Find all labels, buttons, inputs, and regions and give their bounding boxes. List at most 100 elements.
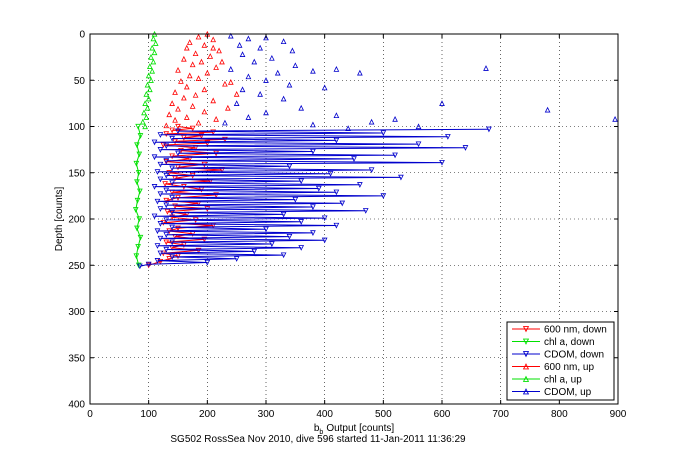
- y-tick-label: 200: [68, 215, 85, 226]
- x-tick-label: 100: [140, 409, 157, 420]
- data-point: [133, 253, 140, 260]
- x-axis-label-subscript: b: [319, 429, 323, 436]
- data-point: [269, 54, 275, 61]
- data-point: [148, 54, 154, 60]
- data-point: [204, 259, 211, 266]
- data-point: [136, 151, 143, 158]
- data-point: [298, 245, 305, 251]
- data-point: [280, 252, 287, 259]
- data-point: [227, 79, 234, 85]
- data-point: [298, 104, 305, 111]
- data-point: [198, 133, 205, 139]
- data-point: [357, 69, 363, 76]
- data-point: [157, 235, 164, 242]
- data-point: [142, 123, 148, 130]
- legend-marker: [522, 388, 530, 395]
- data-point: [178, 78, 184, 84]
- data-point: [280, 211, 287, 218]
- data-point: [137, 133, 144, 139]
- data-point: [169, 165, 175, 172]
- data-point: [236, 42, 243, 48]
- y-tick-label: 150: [68, 168, 85, 179]
- axis-ticks: 0 100 200 300 400 500 600 700 800 900 0 50 100 150 200…: [68, 30, 626, 421]
- x-tick-label: 200: [199, 409, 216, 420]
- data-point: [148, 77, 154, 83]
- data-point: [263, 226, 269, 233]
- figure-caption: SG502 RossSea Nov 2010, dive 596 started…: [170, 434, 466, 445]
- y-tick-label: 50: [74, 76, 86, 87]
- data-point: [201, 42, 208, 48]
- data-point: [183, 114, 190, 120]
- series-chl-a-down: [132, 123, 144, 269]
- data-point: [392, 116, 398, 122]
- data-point: [134, 197, 141, 204]
- data-point: [233, 256, 240, 262]
- data-point: [163, 246, 170, 253]
- data-point: [189, 125, 196, 132]
- data-point: [135, 262, 142, 269]
- data-point: [186, 72, 193, 79]
- legend-item: chl a, up: [512, 375, 582, 386]
- y-axis-label: Depth [counts]: [54, 187, 65, 252]
- data-point: [222, 119, 228, 126]
- data-point: [145, 262, 152, 269]
- series-cdom-up: [222, 32, 618, 131]
- data-point: [310, 204, 316, 211]
- data-point: [146, 86, 153, 93]
- data-point: [213, 64, 219, 70]
- data-point: [189, 61, 196, 68]
- data-point: [136, 216, 143, 223]
- data-point: [135, 123, 141, 130]
- data-point: [612, 116, 618, 122]
- data-point: [150, 58, 157, 65]
- data-point: [157, 206, 164, 212]
- data-point: [172, 116, 178, 123]
- data-point: [333, 66, 340, 72]
- data-point: [310, 121, 316, 128]
- data-point: [175, 128, 181, 135]
- x-tick-label: 600: [434, 409, 451, 420]
- y-tick-label: 400: [68, 400, 85, 411]
- data-point: [149, 44, 156, 51]
- data-point: [292, 62, 299, 69]
- data-point: [183, 44, 190, 51]
- data-point: [163, 202, 170, 209]
- data-point: [146, 63, 153, 69]
- data-point: [169, 153, 175, 160]
- data-point: [251, 58, 258, 65]
- data-point: [286, 81, 293, 88]
- data-point: [483, 65, 489, 71]
- data-point: [172, 138, 178, 145]
- y-tick-label: 0: [79, 30, 85, 41]
- data-point: [210, 97, 217, 104]
- x-axis-label: bb Output [counts]: [314, 423, 395, 436]
- data-point: [327, 171, 334, 177]
- data-point: [192, 50, 199, 57]
- legend-marker: [522, 363, 530, 370]
- data-point: [333, 189, 340, 196]
- data-point: [172, 203, 178, 210]
- data-point: [251, 248, 258, 255]
- data-point: [133, 160, 140, 167]
- data-point: [415, 141, 422, 148]
- data-point: [143, 114, 150, 120]
- data-point: [163, 143, 170, 150]
- data-point: [321, 84, 328, 91]
- legend-item: 600 nm, up: [512, 362, 594, 373]
- data-point: [462, 145, 469, 151]
- data-point: [368, 167, 375, 174]
- data-point: [164, 208, 171, 215]
- series-cdom-down: [137, 126, 492, 270]
- legend-item: CDOM, up: [512, 387, 592, 398]
- data-point: [445, 134, 451, 140]
- data-point: [219, 58, 225, 65]
- data-point: [201, 86, 208, 93]
- data-point: [134, 225, 140, 232]
- data-point: [162, 181, 168, 187]
- data-point: [233, 100, 240, 106]
- data-point: [362, 208, 369, 214]
- data-point: [169, 127, 175, 134]
- data-point: [151, 184, 158, 190]
